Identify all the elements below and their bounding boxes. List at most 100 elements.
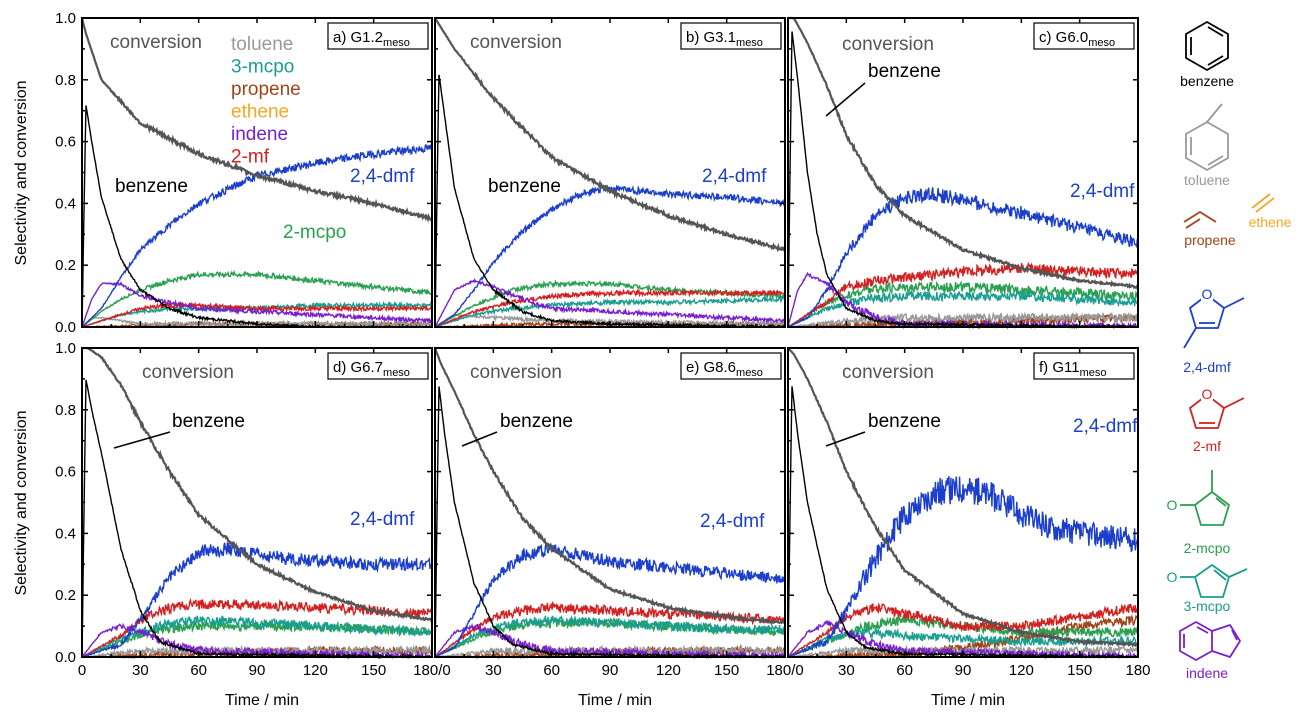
series-2-mf — [434, 600, 786, 658]
svg-text:3-mcpo: 3-mcpo — [1184, 598, 1231, 614]
dmf-label: 2,4-dmf — [350, 166, 415, 187]
dmf-label: 2,4-dmf — [350, 509, 415, 530]
benzene-label: benzene — [868, 411, 941, 432]
svg-text:2-mcpo: 2-mcpo — [1184, 540, 1231, 556]
x-tick-label: 30 — [838, 662, 855, 679]
legend-3-mcpo: 3-mcpo — [231, 57, 294, 78]
x-tick-label: 150 — [361, 662, 386, 679]
x-tick-label: 120 — [303, 662, 328, 679]
panel-1: 0.0 0.2 0.4 0.6 0.8 1.0 a) G1.2meso conversion b… — [55, 10, 434, 336]
series-conversion — [433, 347, 786, 625]
dmf-label: 2,4-dmf — [702, 166, 767, 187]
molecule-column: benzene toluene propene ethene — [1167, 21, 1292, 681]
svg-text:benzene: benzene — [1180, 73, 1234, 89]
x-tick-label: 120 — [656, 662, 681, 679]
panel-label: d) G6.7meso — [333, 359, 410, 379]
panel-label-box — [1033, 22, 1135, 50]
xlabel-c: Time / min — [931, 692, 1005, 709]
conversion-label: conversion — [842, 362, 934, 383]
conversion-label: conversion — [110, 32, 202, 53]
svg-text:O: O — [1167, 497, 1178, 513]
propene-structure: propene — [1183, 211, 1236, 248]
ylabel-top: Selectivity and conversion — [13, 81, 30, 266]
y-tick-label: 0.8 — [55, 72, 76, 89]
benzene-label: benzene — [172, 411, 245, 432]
panel-4: 0 30 60 90 120 150 180/0 0.0 0.2 0.4 0.6 0.8 1.0 d) G… — [55, 340, 451, 679]
x-tick-label: 30 — [132, 662, 149, 679]
y-tick-label: 0.4 — [55, 525, 76, 542]
x-tick-label: 90 — [602, 662, 619, 679]
benzene-label: benzene — [115, 176, 188, 197]
series-conversion — [80, 17, 434, 223]
panels: 0.0 0.2 0.4 0.6 0.8 1.0 a) G1.2meso conversion b… — [55, 10, 1150, 679]
y-tick-label: 1.0 — [55, 10, 76, 27]
xlabel-b: Time / min — [578, 692, 652, 709]
svg-text:O: O — [1202, 286, 1213, 302]
ethene-structure: ethene — [1249, 193, 1292, 230]
x-tick-label: 150 — [714, 662, 739, 679]
x-tick-label: 90 — [955, 662, 972, 679]
series-2-mf — [787, 602, 1139, 658]
legend-2-mf: 2-mf — [231, 147, 270, 168]
panel-5: 30 60 90 120 150 180/0 e) G8.6meso conversion be… — [433, 347, 804, 679]
conversion-label: conversion — [470, 362, 562, 383]
series-2-mf — [81, 597, 433, 658]
benzene-leader-line — [113, 431, 171, 449]
panel-label: e) G8.6meso — [686, 359, 763, 379]
panel-label-box — [1033, 352, 1135, 380]
panel-label-box — [327, 22, 429, 50]
y-tick-label: 0.8 — [55, 402, 76, 419]
series-indene — [81, 280, 433, 328]
benzene-label: benzene — [500, 411, 573, 432]
svg-text:indene: indene — [1186, 665, 1228, 681]
conversion-label: conversion — [142, 362, 234, 383]
y-tick-label: 0.2 — [55, 587, 76, 604]
series-2-4-dmf — [787, 187, 1139, 328]
legend-indene: indene — [231, 124, 288, 145]
x-tick-label: 30 — [485, 662, 502, 679]
x-tick-label: 180/0 — [766, 662, 804, 679]
ylabel-bottom: Selectivity and conversion — [13, 411, 30, 596]
legend-propene: propene — [231, 79, 301, 100]
benzene-label: benzene — [868, 61, 941, 82]
series-2-4-dmf — [434, 184, 786, 328]
conversion-label: conversion — [470, 32, 562, 53]
mf-structure: O 2-mf — [1189, 386, 1245, 454]
y-tick-label: 0.6 — [55, 464, 76, 481]
benzene-leader-line — [825, 431, 866, 447]
dmf-structure: O 2,4-dmf — [1183, 286, 1245, 375]
panel-label: a) G1.2meso — [333, 29, 410, 49]
dmf-label: 2,4-dmf — [1073, 416, 1138, 437]
svg-text:propene: propene — [1184, 232, 1236, 248]
series-3-mcpo — [81, 300, 433, 328]
y-tick-label: 0.4 — [55, 195, 76, 212]
toluene-structure: toluene — [1184, 103, 1230, 188]
panel-2: b) G3.1meso conversion benzene 2,4-dmf — [434, 17, 786, 329]
panel-3: c) G6.0meso conversion benzene 2,4-dmf — [787, 16, 1140, 330]
x-tick-label: 180 — [1125, 662, 1150, 679]
panel-label-box — [327, 352, 429, 380]
benzene-structure: benzene — [1180, 21, 1234, 89]
benzene-leader-line — [461, 431, 498, 447]
plot-frame — [787, 347, 1139, 658]
benzene-label: benzene — [488, 176, 561, 197]
mcpo-label: 2-mcpo — [283, 222, 346, 243]
series-conversion — [434, 17, 786, 253]
dmf-label: 2,4-dmf — [700, 511, 765, 532]
series-3-mcpo — [434, 294, 786, 328]
xlabel-a: Time / min — [225, 692, 299, 709]
conversion-label: conversion — [842, 34, 934, 55]
y-tick-label: 0.0 — [55, 319, 76, 336]
svg-text:toluene: toluene — [1184, 172, 1230, 188]
panel-6: 30 60 90 120 150 180 f) G11meso conversion benze… — [787, 347, 1151, 679]
x-tick-label: 90 — [249, 662, 266, 679]
svg-text:ethene: ethene — [1249, 214, 1292, 230]
series-2-mf — [787, 261, 1139, 328]
legend-toluene: toluene — [231, 34, 293, 55]
series-2-mf — [81, 301, 433, 328]
x-tick-label: 120 — [1009, 662, 1034, 679]
series-2-4-dmf — [81, 542, 433, 658]
dmf-label: 2,4-dmf — [1070, 181, 1135, 202]
x-tick-label: 0 — [78, 662, 86, 679]
